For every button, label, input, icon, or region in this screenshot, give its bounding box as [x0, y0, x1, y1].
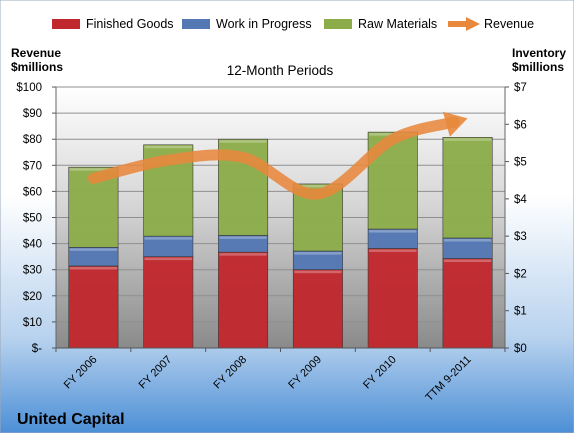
right-axis-tick-label: $3: [514, 231, 527, 243]
right-axis-tick-label: $1: [514, 306, 527, 318]
left-axis-tick-label: $50: [23, 213, 42, 225]
bar-segment-highlight: [369, 230, 416, 233]
bar-segment-highlight: [219, 236, 266, 239]
bar-segment-finished-goods: [218, 252, 267, 348]
legend-label-work-in-progress: Work in Progress: [216, 17, 312, 31]
left-axis-tick-label: $30: [23, 265, 42, 277]
legend-label-revenue: Revenue: [484, 17, 534, 31]
legend-label-raw-materials: Raw Materials: [358, 17, 437, 31]
left-axis-tick-label: $40: [23, 239, 42, 251]
legend-swatch-finished-goods: [52, 19, 80, 29]
bar-segment-finished-goods: [368, 248, 417, 348]
bar-segment-finished-goods: [144, 257, 193, 348]
right-axis-tick-label: $0: [514, 343, 527, 355]
right-axis-tick-label: $5: [514, 157, 527, 169]
bar-segment-finished-goods: [69, 266, 118, 348]
bar-segment-raw-materials: [443, 137, 492, 238]
legend-swatch-raw-materials: [324, 19, 352, 29]
right-axis-tick-label: $4: [514, 194, 527, 206]
left-axis-tick-label: $-: [32, 343, 42, 355]
left-axis-label-line-1: Revenue: [11, 46, 61, 60]
right-axis-label-line-1: Inventory: [512, 46, 566, 60]
legend-swatch-work-in-progress: [182, 19, 210, 29]
bar-segment-highlight: [294, 252, 341, 255]
left-axis-tick-label: $10: [23, 317, 42, 329]
bar-segment-highlight: [444, 138, 491, 141]
bar-segment-finished-goods: [443, 259, 492, 348]
left-axis-label-line-2: $millions: [11, 60, 63, 74]
left-axis-tick-label: $70: [23, 160, 42, 172]
bar-segment-finished-goods: [293, 270, 342, 348]
company-name: United Capital: [17, 411, 125, 428]
left-axis-tick-label: $90: [23, 108, 42, 120]
left-axis-tick-label: $60: [23, 186, 42, 198]
bar-segment-highlight: [444, 239, 491, 242]
left-axis-tick-label: $20: [23, 291, 42, 303]
bar-segment-highlight: [70, 267, 117, 270]
right-axis-tick-label: $6: [514, 119, 527, 131]
bar-segment-highlight: [444, 260, 491, 263]
bar-segment-highlight: [70, 248, 117, 251]
chart-title: 12-Month Periods: [227, 63, 334, 78]
bar-segment-highlight: [219, 253, 266, 256]
bar-segment-highlight: [145, 237, 192, 240]
bar-segment-highlight: [294, 271, 341, 274]
legend-label-finished-goods: Finished Goods: [86, 17, 174, 31]
left-axis-tick-label: $100: [16, 82, 42, 94]
left-axis-tick-label: $80: [23, 134, 42, 146]
right-axis-label-line-2: $millions: [512, 60, 564, 74]
bar-segment-highlight: [369, 249, 416, 252]
bar-segment-highlight: [219, 140, 266, 143]
right-axis-tick-label: $2: [514, 268, 527, 280]
right-axis-tick-label: $7: [514, 82, 527, 94]
bar-segment-highlight: [145, 146, 192, 149]
bar-segment-highlight: [145, 258, 192, 261]
